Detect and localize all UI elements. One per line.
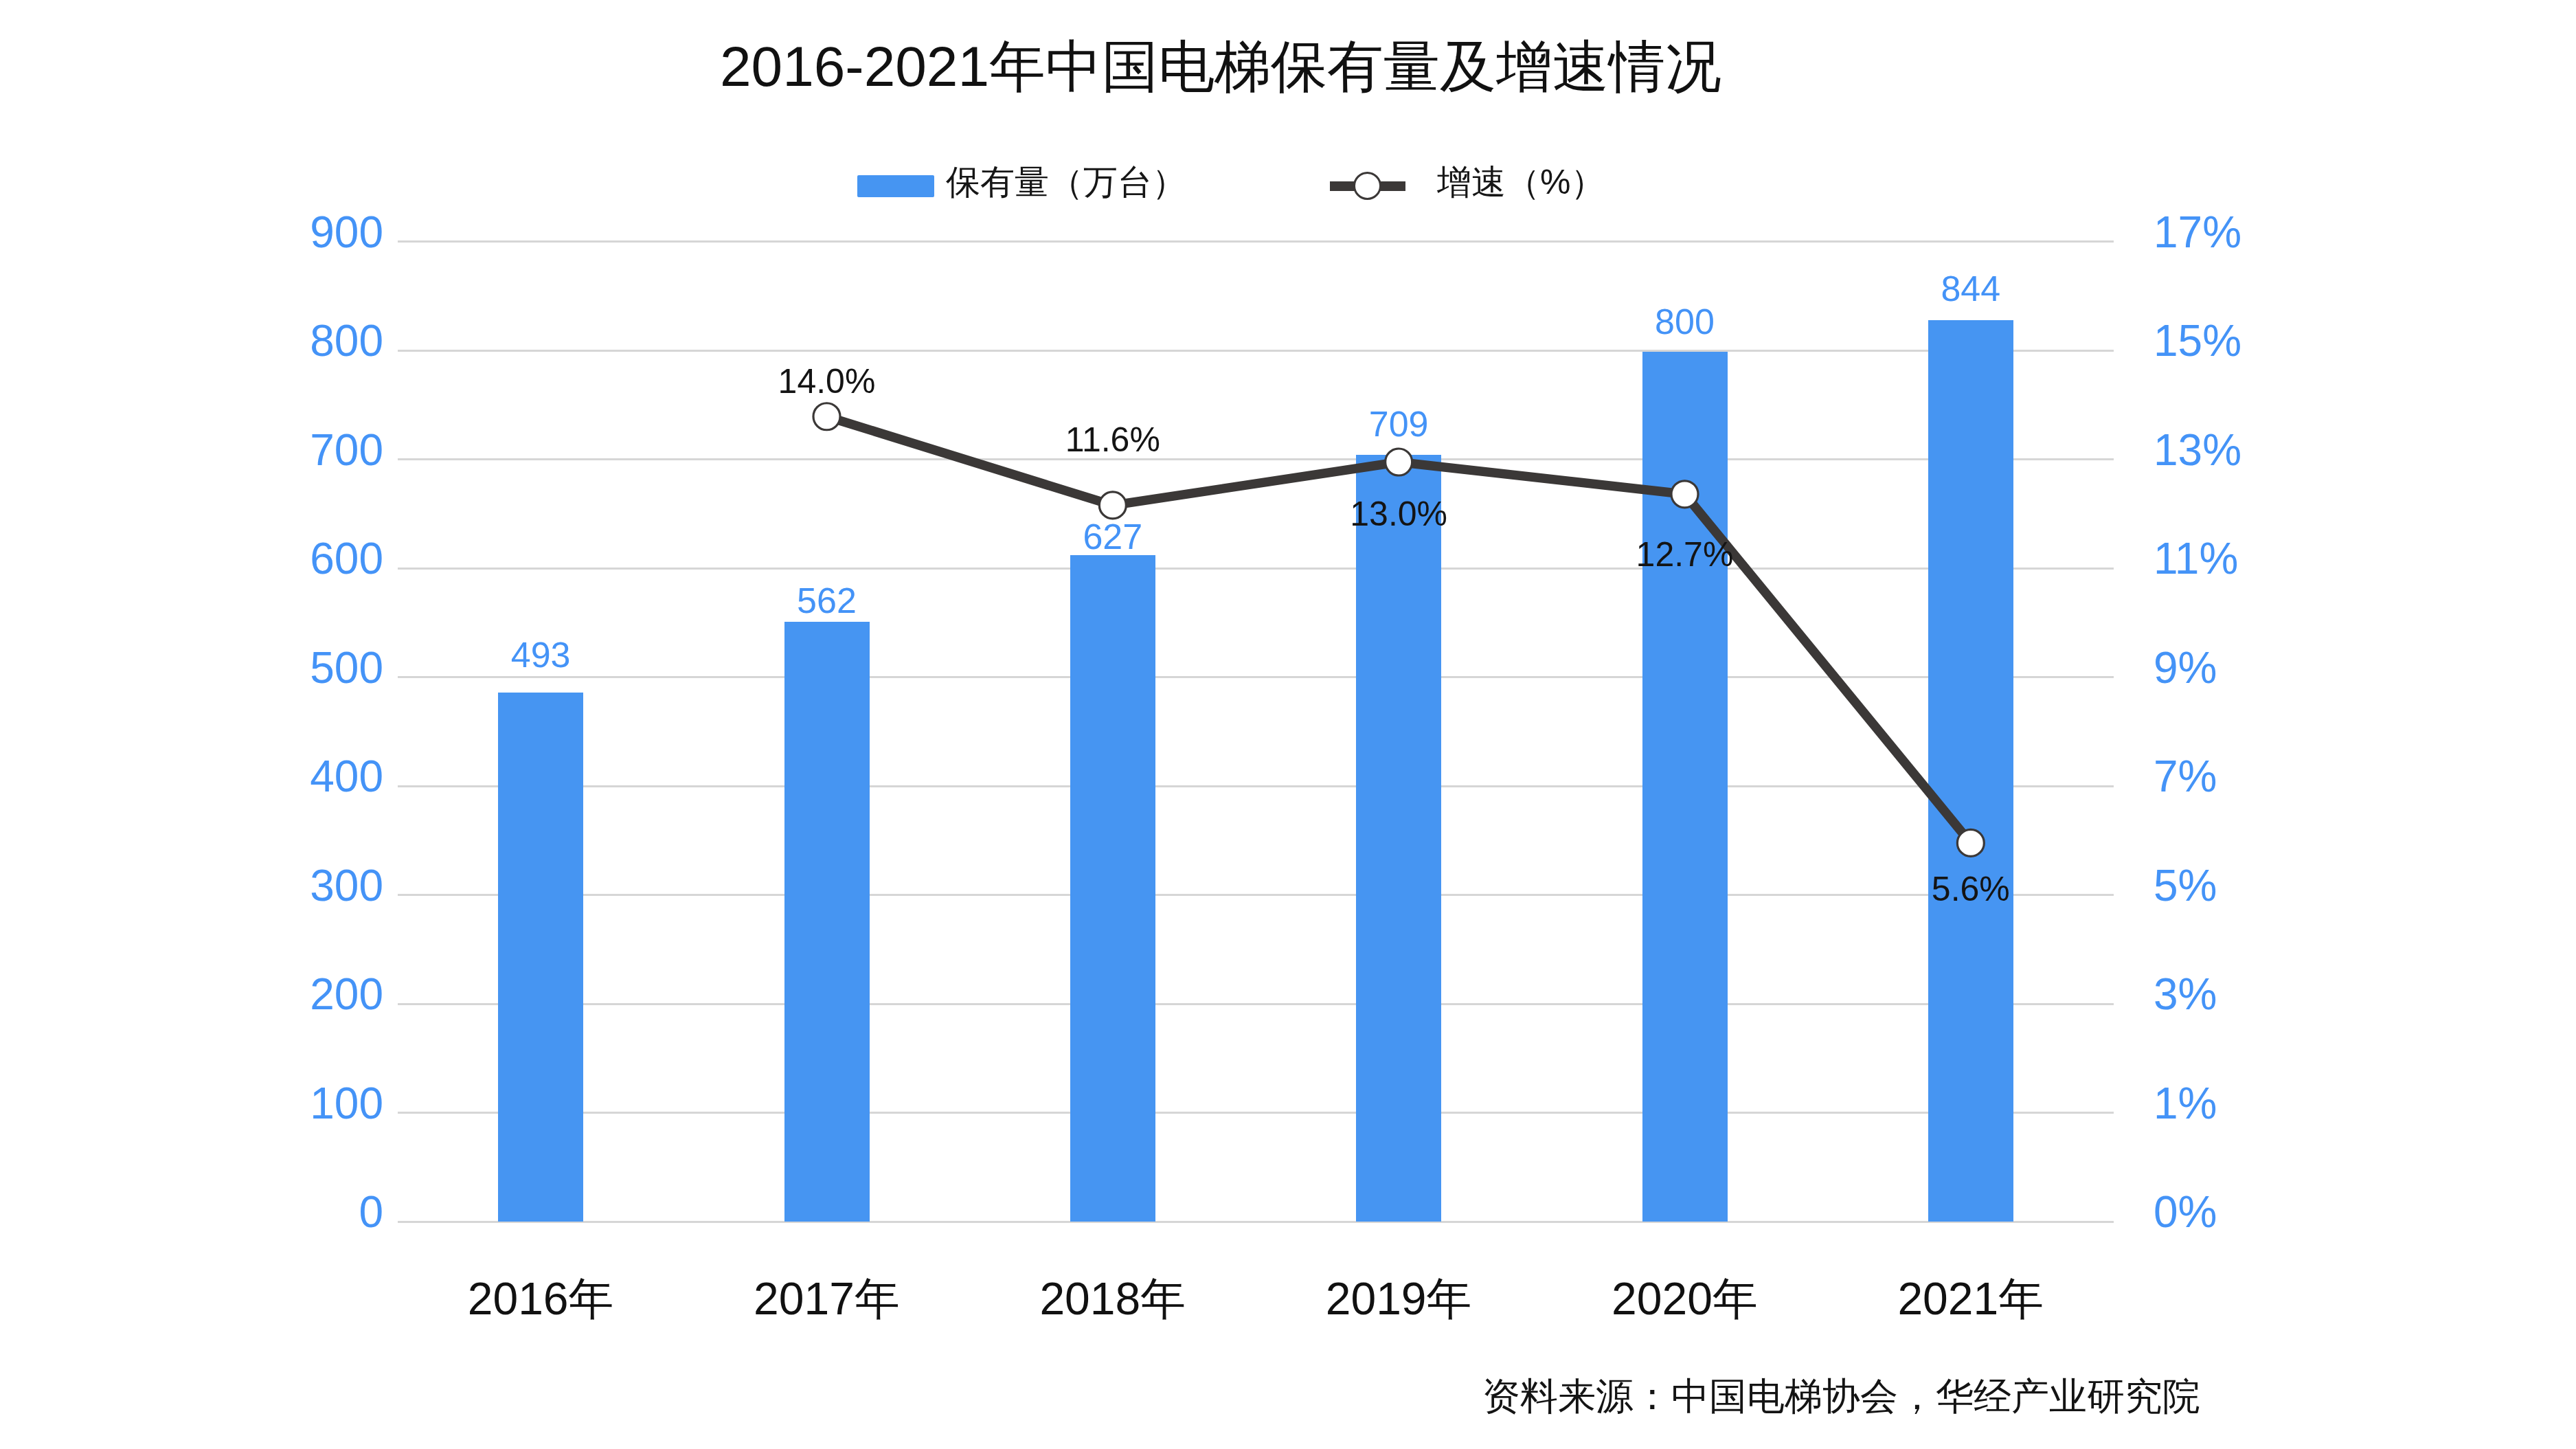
chart: 2016-2021年中国电梯保有量及增速情况 保有量（万台） 增速（%） 资料来…	[0, 0, 2576, 1449]
line-value-label: 13.0%	[1350, 494, 1447, 534]
line-value-label: 14.0%	[778, 361, 876, 401]
growth-line	[0, 0, 2576, 1449]
line-value-label: 12.7%	[1636, 535, 1734, 574]
line-value-label: 5.6%	[1932, 869, 2010, 909]
line-value-label: 11.6%	[1065, 420, 1160, 460]
